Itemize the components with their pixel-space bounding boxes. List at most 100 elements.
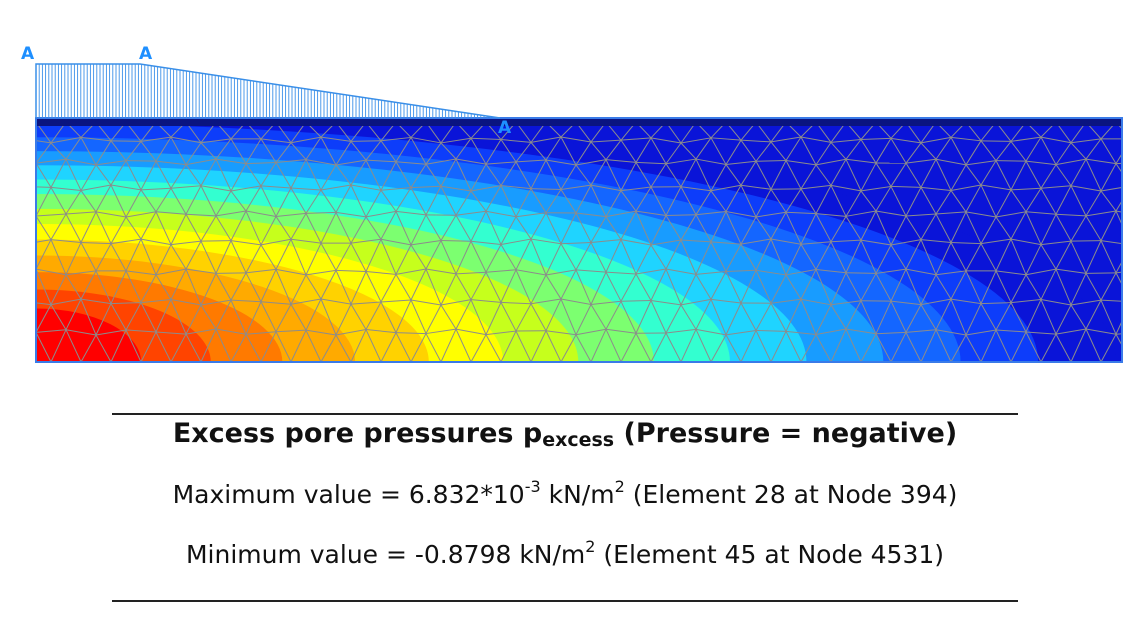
mesh-edge [335,303,352,336]
mesh-edge [305,274,322,300]
mesh-edge [770,160,787,190]
mesh-edge [1055,164,1072,187]
mesh-edge [455,210,487,216]
mesh-edge [725,334,742,362]
mesh-edge [1100,299,1122,302]
mesh-edge [965,303,982,336]
mesh-edge [1070,240,1087,274]
mesh-edge [440,142,457,160]
mesh-edge [455,271,487,275]
mesh-edge [36,140,52,144]
mesh-edge [1115,260,1122,274]
mesh-edge [470,240,502,246]
mesh-edge [515,303,532,332]
mesh-edge [335,242,352,271]
mesh-edge [860,273,877,301]
mesh-edge [185,185,202,215]
mesh-edge [1010,302,1027,333]
mesh-edge [725,302,742,336]
mesh-edge [590,329,607,362]
mesh-edge [260,138,292,144]
mesh-edge [185,304,202,335]
mesh-edge [80,184,112,191]
mesh-edge [575,164,592,186]
mesh-edge [1010,299,1042,304]
mesh-edge [440,240,472,242]
mesh-edge [755,211,787,218]
mesh-edge [230,240,247,274]
mesh-edge [725,211,742,245]
mesh-edge [830,185,847,217]
mesh-edge [755,161,772,190]
mesh-edge [650,332,667,362]
mesh-edge [575,304,592,336]
mesh-edge [905,213,937,217]
mesh-edge [875,300,892,335]
mesh-edge [905,332,922,362]
mesh-edge [230,185,262,192]
contour-bands [36,118,1116,362]
mesh-edge [350,242,367,272]
min-prefix: Minimum value = -0.8798 kN/m [185,540,586,569]
mesh-edge [500,238,532,246]
mesh-edge [36,215,52,240]
mesh-edge [36,304,52,333]
mesh-edge [1070,299,1102,306]
mesh-edge [380,301,397,333]
mesh-edge [470,299,502,303]
max-exponent: -3 [524,477,541,496]
mesh-edge [395,210,427,216]
mesh-edge [36,214,37,217]
mesh-edge [545,136,562,161]
mesh-edge [530,136,562,143]
mesh-edge [200,240,217,274]
mesh-edge [740,330,757,362]
mesh-edge [830,272,847,306]
mesh-edge [6,273,21,301]
mesh-edge [695,241,712,275]
mesh-edge [605,216,622,240]
mesh-edge [530,142,547,161]
mesh-edge [395,332,427,335]
mesh-edge [665,332,682,362]
mesh-edge [6,122,21,138]
mesh-edge [920,239,952,244]
mesh-edge [500,244,517,271]
mesh-edge [560,212,577,244]
mesh-edge [530,238,562,245]
mesh-edge [185,142,202,165]
mesh-edge [365,190,382,218]
mesh-edge [605,210,637,218]
caption-bottom-rule [112,600,1018,602]
mesh-edge [755,270,772,304]
mesh-edge [635,268,667,275]
mesh-edge [155,160,187,166]
mesh-edge [560,241,592,245]
mesh-edge [65,211,97,215]
mesh-edge [800,213,817,245]
mesh-edge [710,190,727,212]
mesh-edge [440,158,457,187]
mesh-edge [755,189,772,218]
mesh-edge [335,211,367,218]
mesh-edge [440,240,457,275]
mesh-edge [965,140,982,166]
mesh-edge [710,334,727,362]
caption-title-main: Excess pore pressures p [172,418,543,449]
mesh-edge [140,136,172,142]
mesh-edge [50,304,67,330]
mesh-edge [860,239,892,246]
mesh-edge [725,329,757,336]
mesh-edge [530,298,562,305]
mesh-edge [515,330,532,362]
mesh-edge [410,136,442,144]
mesh-edge [725,160,757,166]
mesh-edge [965,334,982,362]
mesh-edge [95,164,112,186]
mesh-edge [1040,188,1057,215]
mesh-edge [560,184,592,191]
mesh-edge [920,213,937,240]
mesh-edge [785,268,817,276]
mesh-edge [845,328,877,335]
mesh-edge [425,158,457,165]
